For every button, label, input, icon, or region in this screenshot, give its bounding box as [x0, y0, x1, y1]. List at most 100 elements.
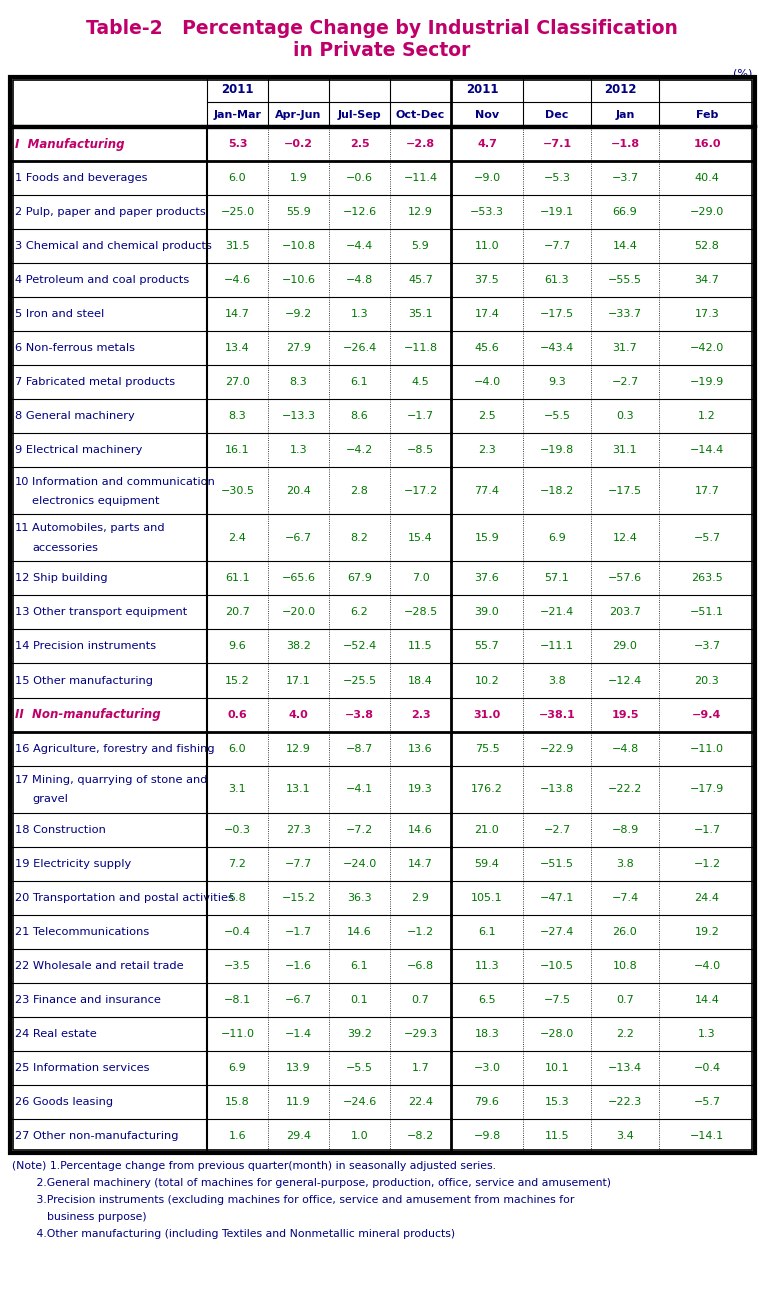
Text: −15.2: −15.2 — [282, 893, 315, 903]
Text: −5.3: −5.3 — [543, 174, 571, 183]
Text: 9 Electrical machinery: 9 Electrical machinery — [15, 445, 142, 455]
Text: −6.7: −6.7 — [285, 994, 312, 1005]
Text: 26.0: 26.0 — [613, 927, 637, 937]
Text: 1.3: 1.3 — [350, 309, 368, 320]
Text: 6.5: 6.5 — [478, 994, 496, 1005]
Text: 6.1: 6.1 — [350, 377, 368, 388]
Text: II  Non-manufacturing: II Non-manufacturing — [15, 709, 161, 722]
Text: −26.4: −26.4 — [343, 343, 376, 354]
Text: Nov: Nov — [475, 110, 499, 120]
Text: 14 Precision instruments: 14 Precision instruments — [15, 642, 156, 651]
Text: −5.5: −5.5 — [346, 1062, 373, 1073]
Text: −29.0: −29.0 — [690, 207, 724, 217]
Text: 14.4: 14.4 — [613, 241, 637, 251]
Text: 55.7: 55.7 — [474, 642, 500, 651]
Text: −42.0: −42.0 — [690, 343, 724, 354]
Text: −1.6: −1.6 — [285, 960, 312, 971]
Text: 1.3: 1.3 — [698, 1028, 716, 1039]
Text: 26 Goods leasing: 26 Goods leasing — [15, 1098, 113, 1107]
Text: 37.6: 37.6 — [474, 573, 500, 583]
Text: 11: 11 — [15, 523, 30, 534]
Text: 3.8: 3.8 — [616, 859, 634, 869]
Text: 37.5: 37.5 — [474, 275, 500, 286]
Text: 61.3: 61.3 — [545, 275, 569, 286]
Text: 27.0: 27.0 — [225, 377, 250, 388]
Text: −3.0: −3.0 — [474, 1062, 500, 1073]
Text: gravel: gravel — [32, 795, 68, 804]
Text: −51.5: −51.5 — [540, 859, 574, 869]
Text: 11.3: 11.3 — [475, 960, 500, 971]
Text: 10.1: 10.1 — [545, 1062, 569, 1073]
Text: 1.9: 1.9 — [290, 174, 308, 183]
Text: −2.7: −2.7 — [543, 825, 571, 835]
Text: 31.7: 31.7 — [613, 343, 637, 354]
Text: −4.8: −4.8 — [346, 275, 373, 286]
Text: 25 Information services: 25 Information services — [15, 1062, 149, 1073]
Text: in Private Sector: in Private Sector — [293, 40, 470, 60]
Text: −6.7: −6.7 — [285, 532, 312, 543]
Text: −8.7: −8.7 — [346, 744, 373, 753]
Text: 14.7: 14.7 — [408, 859, 433, 869]
Text: 6 Non-ferrous metals: 6 Non-ferrous metals — [15, 343, 135, 354]
Text: −9.2: −9.2 — [285, 309, 312, 320]
Text: Jan: Jan — [615, 110, 635, 120]
Text: 4.5: 4.5 — [412, 377, 429, 388]
Text: −10.5: −10.5 — [540, 960, 574, 971]
Text: 10.2: 10.2 — [474, 676, 500, 685]
Text: 38.2: 38.2 — [286, 642, 311, 651]
Text: −1.4: −1.4 — [285, 1028, 312, 1039]
Text: 45.7: 45.7 — [408, 275, 433, 286]
Text: Information and communication: Information and communication — [32, 476, 215, 487]
Text: −53.3: −53.3 — [470, 207, 504, 217]
Text: I  Manufacturing: I Manufacturing — [15, 137, 125, 150]
Text: −25.5: −25.5 — [343, 676, 376, 685]
Text: 15.9: 15.9 — [474, 532, 500, 543]
Text: 20 Transportation and postal activities: 20 Transportation and postal activities — [15, 893, 234, 903]
Text: 8.3: 8.3 — [290, 377, 308, 388]
Text: 13.9: 13.9 — [286, 1062, 311, 1073]
Text: 66.9: 66.9 — [613, 207, 637, 217]
Text: 17.4: 17.4 — [474, 309, 500, 320]
Bar — [13, 80, 752, 1150]
Text: 34.7: 34.7 — [695, 275, 719, 286]
Text: 263.5: 263.5 — [691, 573, 723, 583]
Text: 1.2: 1.2 — [698, 411, 716, 422]
Text: −13.3: −13.3 — [282, 411, 315, 422]
Text: 12.9: 12.9 — [286, 744, 311, 753]
Text: 11.9: 11.9 — [286, 1098, 311, 1107]
Text: 1 Foods and beverages: 1 Foods and beverages — [15, 174, 148, 183]
Text: −29.3: −29.3 — [403, 1028, 438, 1039]
Text: 9.6: 9.6 — [229, 642, 246, 651]
Text: −28.5: −28.5 — [403, 607, 438, 617]
Text: −2.7: −2.7 — [611, 377, 639, 388]
Text: 2011: 2011 — [466, 84, 498, 97]
Text: 1.3: 1.3 — [290, 445, 308, 455]
Text: −2.8: −2.8 — [406, 140, 435, 149]
Text: −27.4: −27.4 — [540, 927, 575, 937]
Text: 5.9: 5.9 — [412, 241, 429, 251]
Text: −51.1: −51.1 — [690, 607, 724, 617]
Text: 2.General machinery (total of machines for general-purpose, production, office, : 2.General machinery (total of machines f… — [12, 1178, 611, 1188]
Text: 0.3: 0.3 — [616, 411, 634, 422]
Text: −17.2: −17.2 — [403, 485, 438, 496]
Text: −14.1: −14.1 — [690, 1131, 724, 1141]
Text: 7 Fabricated metal products: 7 Fabricated metal products — [15, 377, 175, 388]
Text: −1.7: −1.7 — [285, 927, 312, 937]
Text: −7.7: −7.7 — [543, 241, 571, 251]
Text: Mining, quarrying of stone and: Mining, quarrying of stone and — [32, 775, 207, 784]
Text: −11.8: −11.8 — [403, 343, 438, 354]
Text: 3.1: 3.1 — [229, 784, 246, 793]
Text: −4.1: −4.1 — [346, 784, 373, 793]
Text: 12.9: 12.9 — [408, 207, 433, 217]
Text: 1.0: 1.0 — [350, 1131, 368, 1141]
Text: 55.9: 55.9 — [286, 207, 311, 217]
Text: Apr-Jun: Apr-Jun — [275, 110, 322, 120]
Text: 29.0: 29.0 — [613, 642, 637, 651]
Text: 31.1: 31.1 — [613, 445, 637, 455]
Text: −1.2: −1.2 — [407, 927, 434, 937]
Text: −0.4: −0.4 — [224, 927, 251, 937]
Text: −6.8: −6.8 — [407, 960, 434, 971]
Text: Dec: Dec — [545, 110, 568, 120]
Text: −17.5: −17.5 — [608, 485, 642, 496]
Text: 14.4: 14.4 — [695, 994, 719, 1005]
